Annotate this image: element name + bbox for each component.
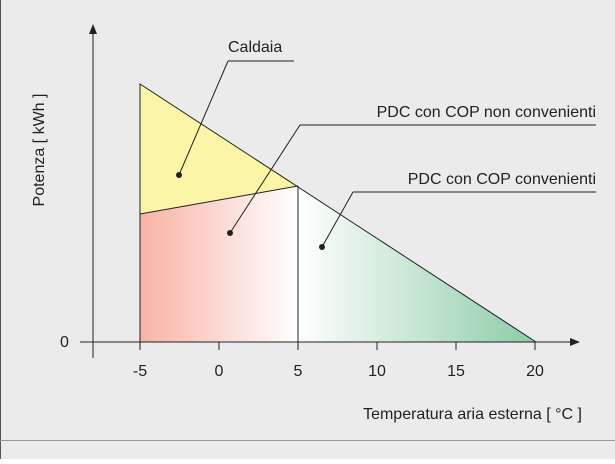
leader-dot [176, 172, 182, 178]
y-axis-label: Potenza [ kWh ] [31, 94, 48, 207]
leader [321, 191, 354, 248]
y-arrow [89, 24, 97, 34]
leader [178, 60, 229, 176]
leader [229, 124, 301, 234]
x-axis-label: Temperatura aria esterna [ °C ] [363, 406, 582, 423]
region-non-convenienti [140, 186, 298, 342]
x-tick-label: 5 [294, 363, 303, 380]
x-tick-label: 10 [368, 363, 386, 380]
outline [139, 83, 537, 343]
x-tick-label: 15 [447, 363, 465, 380]
divider [139, 185, 299, 215]
region-label: Caldaia [228, 39, 282, 56]
leader-dot [319, 244, 325, 250]
region-caldaia [140, 84, 298, 214]
x-arrow [570, 338, 580, 346]
region-label: PDC con COP convenienti [408, 171, 596, 188]
leader-dot [227, 230, 233, 236]
x-tick-label: 0 [215, 363, 224, 380]
x-tick-label: 20 [526, 363, 544, 380]
region-label: PDC con COP non convenienti [377, 104, 596, 121]
x-tick-label: -5 [133, 363, 147, 380]
y-tick-label: 0 [60, 334, 69, 351]
